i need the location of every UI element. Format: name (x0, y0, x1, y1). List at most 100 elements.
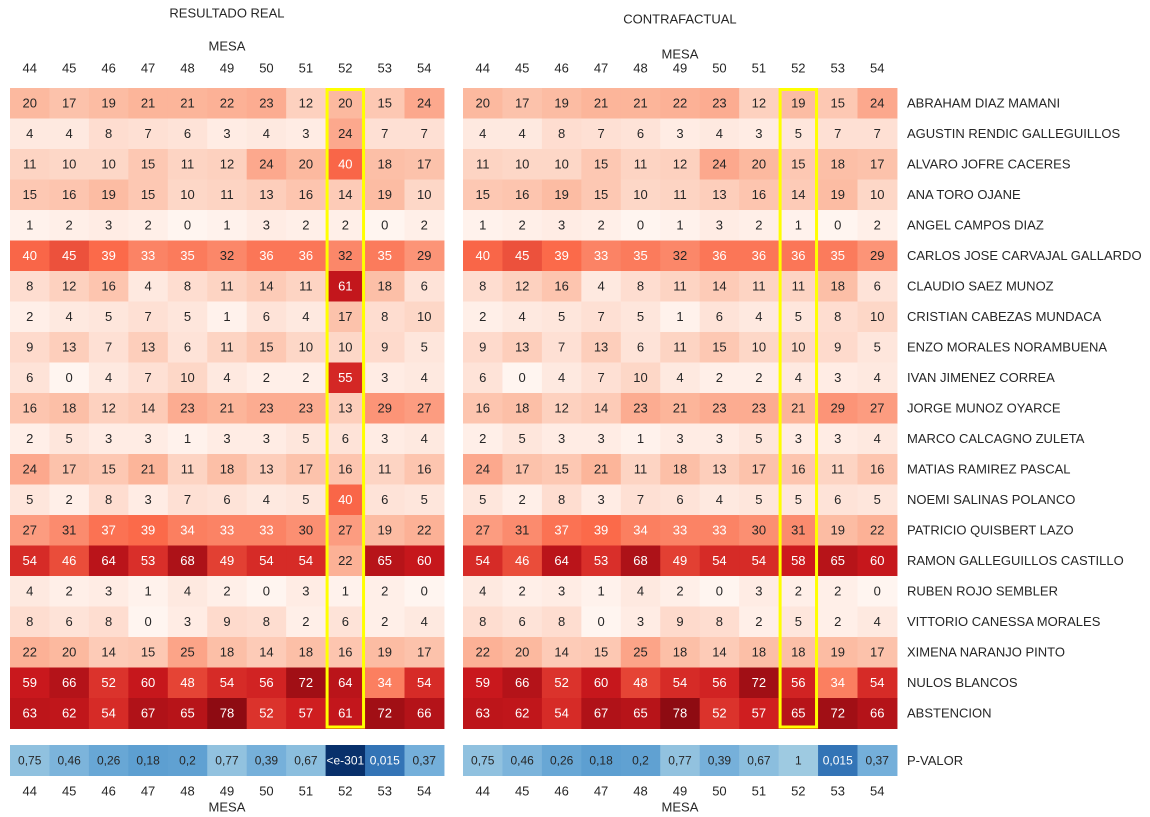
cell-label: 3 (637, 614, 644, 629)
heatmap-cell (620, 545, 661, 577)
heatmap-cell (10, 332, 50, 363)
heatmap-cell (207, 88, 248, 119)
cell-label: 6 (223, 492, 230, 507)
heatmap-cell (286, 332, 327, 363)
heatmap-cell (325, 423, 366, 455)
heatmap-cell (404, 698, 445, 729)
heatmap-cell (246, 88, 287, 119)
heatmap-cell (128, 362, 169, 394)
heatmap-cell (463, 393, 503, 424)
cell-label: 8 (558, 614, 565, 629)
heatmap-cell (10, 606, 50, 638)
cell-label: 4 (597, 279, 604, 294)
heatmap-cell (463, 454, 503, 485)
cell-label: 1 (342, 584, 349, 599)
cell-label: 16 (299, 187, 313, 202)
heatmap-cell (167, 484, 208, 516)
heatmap-cell (365, 301, 405, 333)
x-tick-label: 53 (831, 60, 845, 75)
cell-label: 2 (755, 614, 762, 629)
cell-label: 37 (554, 523, 568, 538)
x-tick-label: 46 (554, 60, 568, 75)
heatmap-cell (207, 179, 248, 211)
cell-label: 4 (755, 309, 762, 324)
cell-label: 33 (141, 248, 155, 263)
heatmap-cell (325, 484, 366, 516)
heatmap-cell (128, 545, 169, 577)
cell-label: 17 (752, 462, 766, 477)
row-label: CRISTIAN CABEZAS MUNDACA (907, 309, 1102, 324)
cell-label: 24 (22, 462, 36, 477)
heatmap-cell (207, 667, 248, 699)
cell-label: 54 (299, 553, 313, 568)
heatmap-cell (167, 179, 208, 211)
cell-label: 6 (519, 614, 526, 629)
cell-label: 5 (795, 309, 802, 324)
heatmap-cell (818, 393, 858, 424)
cell-label: 32 (673, 248, 687, 263)
heatmap-cell (325, 88, 366, 119)
heatmap-cell (699, 698, 740, 729)
cell-label: 54 (752, 553, 766, 568)
cell-label: 11 (181, 157, 195, 172)
cell-label: 19 (101, 187, 115, 202)
cell-label: 31 (515, 523, 529, 538)
heatmap-cell (857, 240, 898, 272)
heatmap-cell (167, 332, 208, 363)
cell-label: 3 (144, 492, 151, 507)
cell-label: 49 (673, 553, 687, 568)
heatmap-cell (365, 698, 405, 729)
row-label: ANGEL CAMPOS DIAZ (907, 218, 1044, 233)
heatmap-cell (365, 118, 405, 150)
cell-label: 6 (342, 614, 349, 629)
cell-label: 7 (597, 309, 604, 324)
cell-label: 21 (594, 462, 608, 477)
cell-label: 14 (101, 645, 115, 660)
pvalue-label: 0,015 (370, 754, 400, 768)
cell-label: 0 (381, 218, 388, 233)
cell-label: 16 (515, 187, 529, 202)
pvalue-cell (463, 745, 503, 776)
cell-label: 33 (259, 523, 273, 538)
cell-label: 58 (791, 553, 805, 568)
cell-label: 29 (417, 248, 431, 263)
cell-label: 0 (421, 584, 428, 599)
heatmap-cell (541, 149, 582, 180)
heatmap-cell (857, 271, 898, 302)
cell-label: 30 (299, 523, 313, 538)
cell-label: 7 (105, 340, 112, 355)
pvalue-label: 0,37 (866, 754, 890, 768)
heatmap-cell (167, 545, 208, 577)
x-axis-label: MESA (209, 38, 246, 53)
heatmap-cell (49, 179, 90, 211)
heatmap-cell (10, 88, 50, 119)
heatmap-cell (818, 240, 858, 272)
heatmap-cell (818, 149, 858, 180)
heatmap-cell (699, 332, 740, 363)
cell-label: 4 (223, 370, 230, 385)
heatmap-cell (49, 88, 90, 119)
cell-label: 19 (791, 96, 805, 111)
cell-label: 10 (554, 157, 568, 172)
heatmap-cell (463, 271, 503, 302)
heatmap-cell (286, 301, 327, 333)
cell-label: 56 (791, 675, 805, 690)
heatmap-cell (660, 271, 701, 302)
heatmap-cell (128, 484, 169, 516)
cell-label: 32 (220, 248, 234, 263)
cell-label: 1 (637, 431, 644, 446)
cell-label: 5 (795, 492, 802, 507)
heatmap-cell (818, 362, 858, 394)
heatmap-cell (620, 515, 661, 546)
cell-label: 22 (22, 645, 36, 660)
cell-label: 7 (144, 370, 151, 385)
cell-label: 11 (220, 279, 234, 294)
pvalue-cell (620, 745, 661, 776)
heatmap-cell (167, 606, 208, 638)
row-label: MARCO CALCAGNO ZULETA (907, 431, 1085, 446)
heatmap-cell (207, 210, 248, 241)
heatmap-cell (365, 484, 405, 516)
heatmap-cell (581, 606, 622, 638)
heatmap-cell (246, 271, 287, 302)
heatmap-cell (88, 576, 129, 607)
